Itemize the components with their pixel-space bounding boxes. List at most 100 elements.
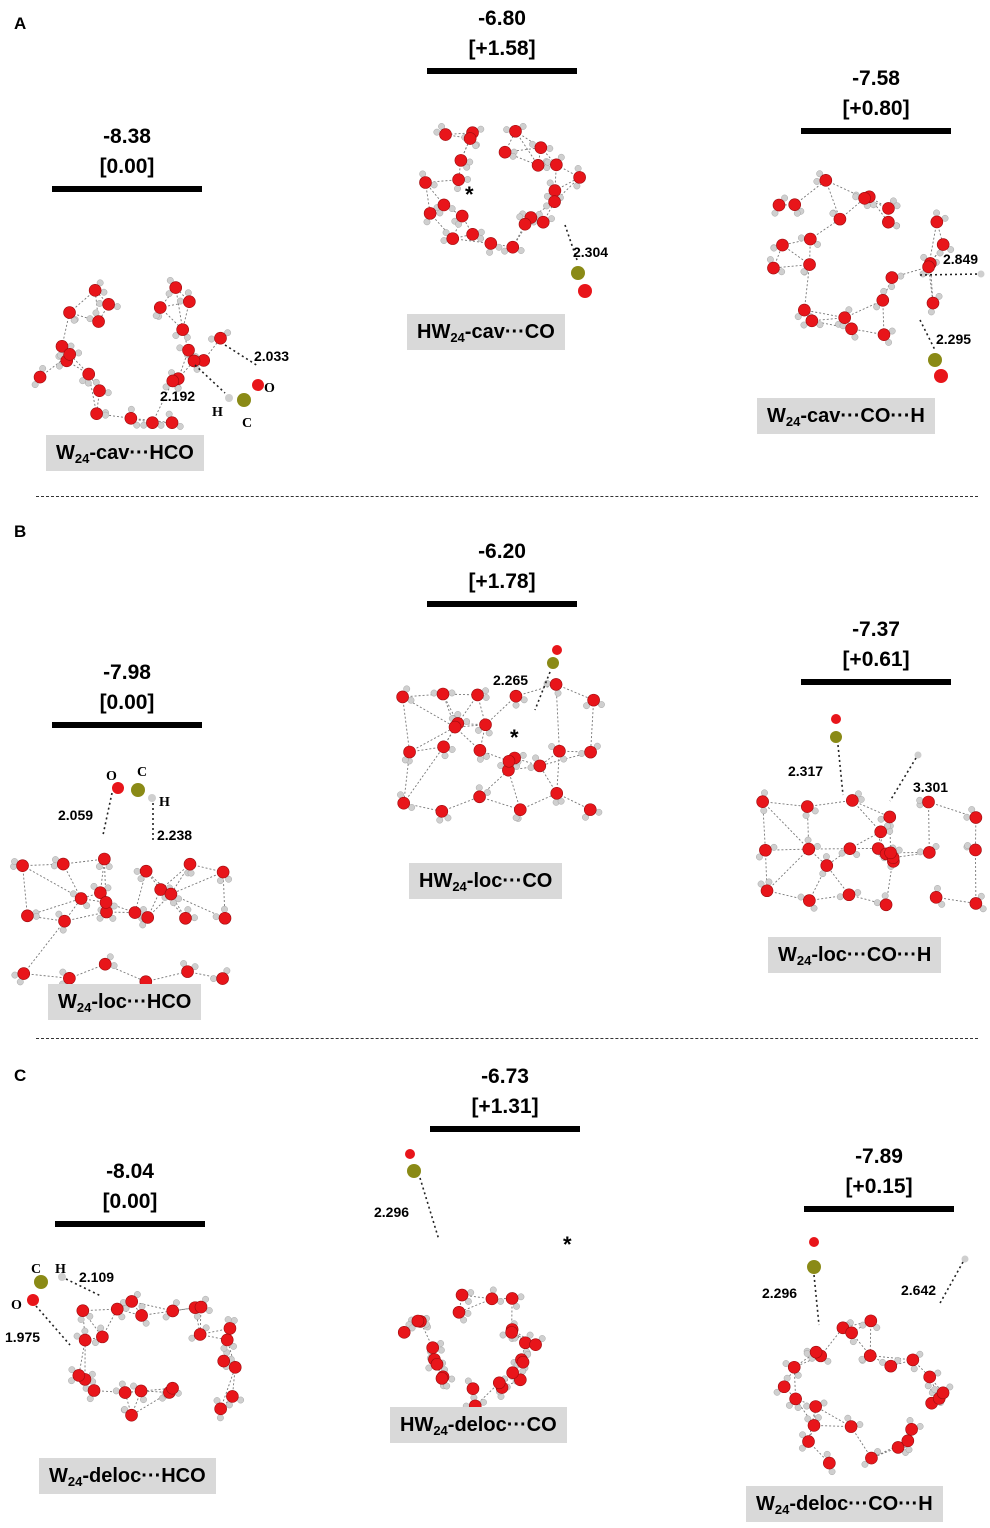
distance-label: 2.265 — [493, 672, 528, 688]
panel-b-letter: B — [14, 522, 26, 542]
hydrogen-atom — [575, 165, 581, 171]
atom-label-h: H — [55, 1262, 66, 1277]
oxygen-atom — [405, 1149, 415, 1159]
oxygen-atom — [549, 185, 561, 197]
oxygen-atom — [803, 843, 815, 855]
oxygen-atom — [226, 1390, 238, 1402]
distance-label: 2.059 — [58, 807, 93, 823]
panel-c-right-level: -7.89 [+0.15] — [804, 1142, 954, 1212]
hydrogen-atom — [896, 847, 902, 853]
hydrogen-atom — [419, 171, 425, 177]
oxygen-atom — [111, 1303, 123, 1315]
oxygen-atom — [930, 891, 942, 903]
oxygen-atom — [217, 973, 229, 985]
hydrogen-atom — [911, 1366, 917, 1372]
hydrogen-atom — [528, 764, 534, 770]
oxygen-atom — [519, 1337, 531, 1349]
energy-value: -8.38 — [52, 122, 202, 152]
oxygen-atom — [506, 1292, 518, 1304]
panel-c-right-structure: 2.296 2.642 — [755, 1230, 990, 1460]
carbon-atom — [34, 1275, 48, 1289]
oxygen-atom — [534, 760, 546, 772]
oxygen-atom — [530, 1339, 542, 1351]
oxygen-atom — [506, 1326, 518, 1338]
oxygen-atom — [931, 216, 943, 228]
oxygen-atom — [129, 907, 141, 919]
hydrogen-atom — [934, 885, 940, 891]
oxygen-atom — [456, 210, 468, 222]
hydrogen-atom — [578, 750, 584, 756]
oxygen-atom — [126, 1295, 138, 1307]
relative-energy: [0.00] — [52, 152, 202, 182]
hydrogen-atom — [78, 1316, 84, 1322]
panel-c-left-level: -8.04 [0.00] — [55, 1157, 205, 1227]
oxygen-atom — [424, 207, 436, 219]
hbond-network-line — [870, 1356, 913, 1360]
oxygen-atom — [885, 1360, 897, 1372]
relative-energy: [+1.78] — [427, 567, 577, 597]
panel-b-right-label: W24-loc···CO···H — [768, 937, 941, 973]
carbon-atom — [237, 393, 251, 407]
hydrogen-atom — [596, 809, 602, 815]
distance-label: 1.975 — [5, 1329, 40, 1345]
hydrogen-atom — [898, 273, 904, 279]
panel-a-middle-level: -6.80 [+1.58] — [427, 4, 577, 74]
panel-separator — [36, 1038, 978, 1039]
oxygen-atom — [224, 1322, 236, 1334]
oxygen-atom — [63, 972, 75, 984]
relative-energy: [+0.15] — [804, 1172, 954, 1202]
hydrogen-atom — [210, 975, 216, 981]
oxygen-atom — [810, 1401, 822, 1413]
energy-level-bar — [52, 722, 202, 728]
oxygen-atom — [79, 1334, 91, 1346]
oxygen-atom — [183, 296, 195, 308]
oxygen-atom — [788, 1361, 800, 1373]
oxygen-atom — [27, 1294, 39, 1306]
hydrogen-atom — [449, 690, 455, 696]
oxygen-atom — [21, 910, 33, 922]
panel-a-letter: A — [14, 14, 26, 34]
oxygen-atom — [550, 678, 562, 690]
panel-a-middle-label: HW24-cav···CO — [407, 314, 565, 350]
oxygen-atom — [970, 812, 982, 824]
oxygen-atom — [886, 272, 898, 284]
oxygen-atom — [18, 968, 30, 980]
oxygen-atom — [77, 1305, 89, 1317]
oxygen-atom — [810, 1346, 822, 1358]
hydrogen-atom — [878, 816, 884, 822]
hydrogen-atom — [441, 237, 447, 243]
hydrogen-atom — [119, 1381, 125, 1387]
hydrogen-atom — [225, 1316, 231, 1322]
oxygen-atom — [550, 159, 562, 171]
energy-level-bar — [801, 128, 951, 134]
oxygen-atom — [878, 329, 890, 341]
hydrogen-atom — [102, 412, 108, 418]
oxygen-atom — [761, 885, 773, 897]
oxygen-atom — [803, 1436, 815, 1448]
oxygen-atom — [801, 801, 813, 813]
hydrogen-atom — [221, 906, 227, 912]
hydrogen-atom — [881, 288, 887, 294]
oxygen-atom — [467, 228, 479, 240]
hbond-line — [420, 1178, 439, 1240]
panel-a-middle-structure: 2.304 * — [410, 95, 610, 315]
hydrogen-atom — [804, 1350, 810, 1356]
relative-energy: [+0.61] — [801, 645, 951, 675]
oxygen-atom — [215, 1403, 227, 1415]
oxygen-atom — [170, 282, 182, 294]
oxygen-atom — [553, 745, 565, 757]
oxygen-atom — [864, 1350, 876, 1362]
hbond-network-line — [929, 802, 930, 852]
oxygen-atom — [843, 889, 855, 901]
oxygen-atom — [447, 233, 459, 245]
oxygen-atom — [839, 312, 851, 324]
hydrogen-atom — [917, 849, 923, 855]
hydrogen-atom — [853, 194, 859, 200]
oxygen-atom — [438, 741, 450, 753]
oxygen-atom — [57, 858, 69, 870]
hbond-line — [535, 672, 550, 710]
oxygen-atom — [103, 298, 115, 310]
distance-label: 2.295 — [936, 331, 971, 347]
oxygen-atom — [474, 791, 486, 803]
hydrogen-atom — [33, 913, 39, 919]
